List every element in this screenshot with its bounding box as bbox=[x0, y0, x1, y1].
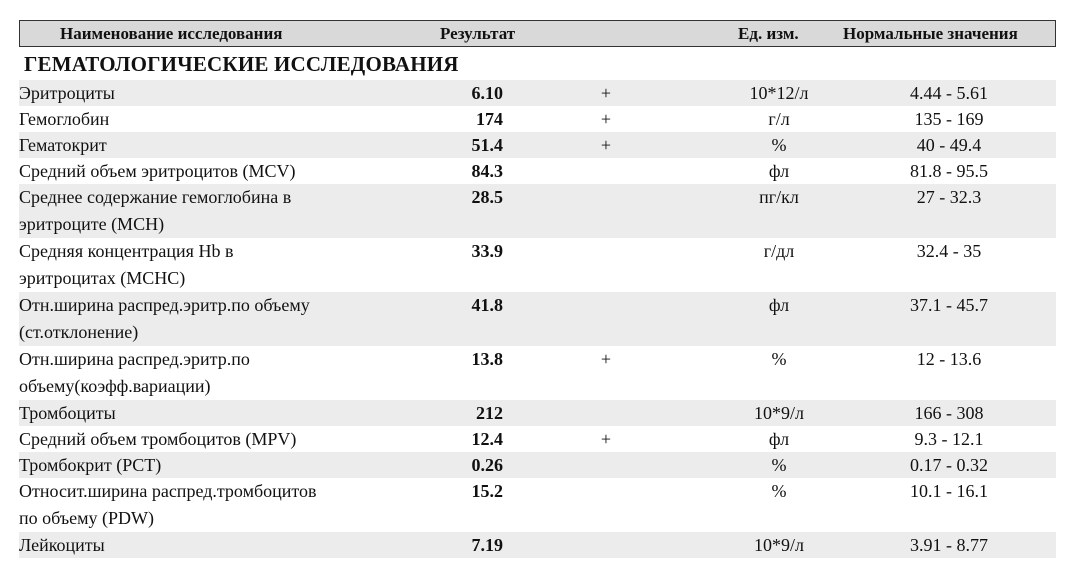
cell-flag: + bbox=[600, 109, 612, 129]
cell-name: Гемоглобин bbox=[19, 109, 110, 129]
cell-flag: + bbox=[600, 135, 612, 155]
results-table: Эритроциты 6.10 +10*12/л 4.44 - 5.61 Гемогло… bbox=[19, 80, 1056, 558]
cell-normal: 12 - 13.6 bbox=[916, 349, 982, 369]
cell-result: 6.10 bbox=[471, 83, 504, 103]
cell-unit: г/л bbox=[768, 109, 790, 129]
cell-unit: фл bbox=[768, 295, 790, 315]
cell-name: Средний объем эритроцитов (MCV) bbox=[19, 161, 296, 181]
table-row: Средняя концентрация Hb в эритроцитах (MC… bbox=[19, 238, 1056, 292]
table-row: Среднее содержание гемоглобина в эритроци… bbox=[19, 184, 1056, 238]
cell-normal: 4.44 - 5.61 bbox=[910, 83, 988, 103]
cell-result: 33.9 bbox=[471, 241, 504, 261]
cell-result: 174 bbox=[476, 109, 503, 129]
cell-unit: % bbox=[771, 349, 787, 369]
cell-unit: фл bbox=[768, 161, 790, 181]
table-row: Отн.ширина распред.эритр.по объему(коэфф.… bbox=[19, 346, 1056, 400]
table-row: Тромбоциты 212 10*9/л 166 - 308 bbox=[19, 400, 1056, 426]
table-row: Гематокрит 51.4 +% 40 - 49.4 bbox=[19, 132, 1056, 158]
cell-result: 7.19 bbox=[471, 535, 504, 555]
cell-name: Лейкоциты bbox=[19, 535, 105, 555]
cell-normal: 32.4 - 35 bbox=[916, 241, 982, 261]
cell-normal: 0.17 - 0.32 bbox=[910, 455, 988, 475]
cell-name: Отн.ширина распред.эритр.по объему(коэфф.… bbox=[19, 349, 250, 396]
cell-result: 28.5 bbox=[471, 187, 504, 207]
cell-flag: + bbox=[600, 349, 612, 369]
table-row: Средний объем эритроцитов (MCV) 84.3 фл 81.… bbox=[19, 158, 1056, 184]
cell-result: 212 bbox=[476, 403, 503, 423]
cell-name: Эритроциты bbox=[19, 83, 115, 103]
cell-normal: 3.91 - 8.77 bbox=[910, 535, 988, 555]
header-unit: Ед. изм. bbox=[738, 24, 799, 43]
cell-result: 12.4 bbox=[471, 429, 504, 449]
table-row: Лейкоциты 7.19 10*9/л 3.91 - 8.77 bbox=[19, 532, 1056, 558]
cell-normal: 166 - 308 bbox=[914, 403, 984, 423]
table-row: Гемоглобин 174 + г/л 135 - 169 bbox=[19, 106, 1056, 132]
cell-normal: 9.3 - 12.1 bbox=[914, 429, 984, 449]
cell-normal: 135 - 169 bbox=[914, 109, 984, 129]
table-header: Наименование исследования Результат Ед. … bbox=[19, 20, 1056, 47]
cell-name: Тромбокрит (PCT) bbox=[19, 455, 162, 475]
cell-normal: 27 - 32.3 bbox=[916, 187, 982, 207]
cell-unit: г/дл bbox=[763, 241, 795, 261]
cell-name: Тромбоциты bbox=[19, 403, 116, 423]
cell-name: Относит.ширина распред.тромбоцитов по объ… bbox=[19, 481, 317, 528]
table-row: Средний объем тромбоцитов (MPV) 12.4 + фл 9.… bbox=[19, 426, 1056, 452]
cell-result: 51.4 bbox=[471, 135, 504, 155]
cell-normal: 81.8 - 95.5 bbox=[910, 161, 988, 181]
cell-normal: 40 - 49.4 bbox=[916, 135, 982, 155]
header-name: Наименование исследования bbox=[60, 24, 283, 43]
cell-flag: + bbox=[600, 429, 612, 449]
cell-normal: 37.1 - 45.7 bbox=[910, 295, 988, 315]
cell-result: 13.8 bbox=[471, 349, 504, 369]
cell-unit: % bbox=[771, 455, 787, 475]
cell-unit: пг/кл bbox=[759, 187, 799, 207]
cell-unit: 10*9/л bbox=[754, 535, 804, 555]
cell-unit: % bbox=[771, 481, 787, 501]
cell-name: Средний объем тромбоцитов (MPV) bbox=[19, 429, 297, 449]
cell-name: Отн.ширина распред.эритр.по объему (ст.от… bbox=[19, 295, 310, 342]
cell-unit: фл bbox=[768, 429, 790, 449]
table-row: Эритроциты 6.10 +10*12/л 4.44 - 5.61 bbox=[19, 80, 1056, 106]
table-row: Отн.ширина распред.эритр.по объему (ст.от… bbox=[19, 292, 1056, 346]
cell-name: Гематокрит bbox=[19, 135, 107, 155]
cell-result: 84.3 bbox=[471, 161, 504, 181]
cell-result: 41.8 bbox=[471, 295, 504, 315]
cell-unit: % bbox=[771, 135, 787, 155]
cell-unit: 10*12/л bbox=[749, 83, 809, 103]
cell-unit: 10*9/л bbox=[754, 403, 804, 423]
header-result: Результат bbox=[440, 24, 516, 43]
cell-name: Средняя концентрация Hb в эритроцитах (MC… bbox=[19, 241, 234, 288]
table-row: Относит.ширина распред.тромбоцитов по объ… bbox=[19, 478, 1056, 532]
section-title: ГЕМАТОЛОГИЧЕСКИЕ ИССЛЕДОВАНИЯ bbox=[24, 52, 459, 76]
cell-result: 0.26 bbox=[471, 455, 504, 475]
cell-result: 15.2 bbox=[471, 481, 504, 501]
table-row: Тромбокрит (PCT) 0.26% 0.17 - 0.32 bbox=[19, 452, 1056, 478]
cell-name: Среднее содержание гемоглобина в эритроци… bbox=[19, 187, 292, 234]
cell-flag: + bbox=[600, 83, 612, 103]
cell-normal: 10.1 - 16.1 bbox=[910, 481, 988, 501]
header-normal: Нормальные значения bbox=[843, 24, 1018, 43]
